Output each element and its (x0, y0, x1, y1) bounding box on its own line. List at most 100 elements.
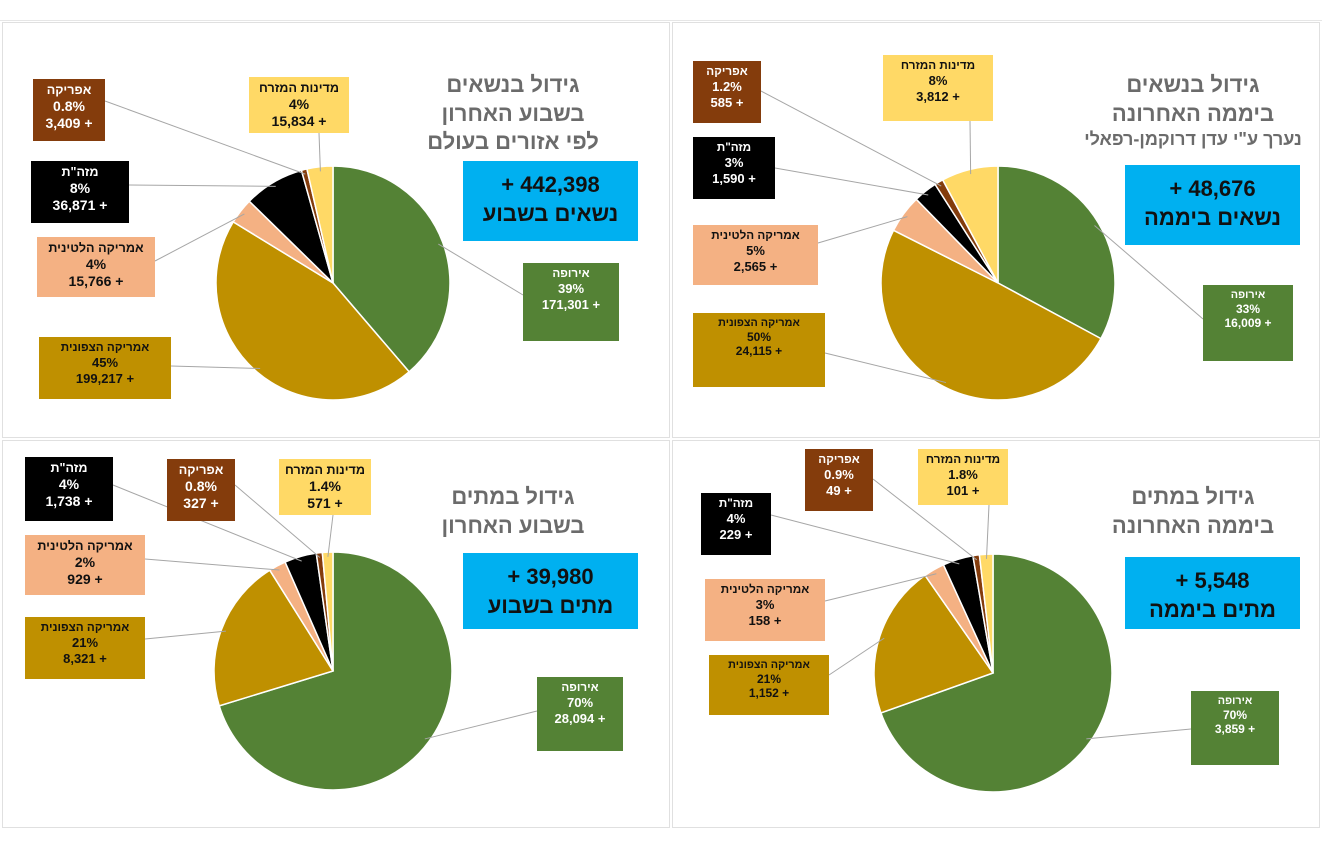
data-label-percent-label: 45% (91, 355, 119, 371)
data-label-name: אפריקה (818, 453, 860, 466)
chart-title-line: בשבוע האחרון (441, 100, 585, 126)
data-label-value-label: + 3,812 (916, 88, 960, 104)
data-label-0: אירופה 33% + 16,009 (1203, 285, 1293, 361)
pie-slice-1 (873, 574, 995, 714)
data-label-name: מזה"ת (718, 497, 754, 510)
data-label-percent-label: 0.9% (824, 467, 854, 483)
data-label-value-label: + 1,738 (45, 492, 93, 509)
data-label-value-label: + 36,871 (52, 196, 108, 213)
data-label-percent-label: 4% (288, 96, 310, 113)
data-label-1: אמריקה הצפונית 50% + 24,115 (693, 313, 825, 387)
data-label-name: אירופה (1230, 289, 1266, 301)
leader-line-1 (824, 352, 947, 384)
pie-slice-1 (215, 220, 411, 401)
leader-line-4 (872, 478, 978, 561)
pie-slice-0 (997, 165, 1116, 340)
data-label-3: מזה"ת 3% + 1,590 (693, 137, 775, 199)
chart-title-line: בשבוע האחרון (441, 512, 585, 538)
data-label-2: אמריקה הלטינית 2% + 929 (25, 535, 145, 595)
data-label-percent-label: 4% (58, 476, 80, 493)
data-label-value-label: + 3,409 (45, 114, 93, 131)
data-label-percent-label: 50% (746, 329, 772, 344)
leader-line-2 (154, 213, 245, 262)
chart-panel-deaths-week: אירופה 70% + 28,094 אמריקה הצפונית 21% + 8,32… (2, 440, 670, 828)
leader-line-3 (770, 514, 960, 565)
data-label-2: אמריקה הלטינית 3% + 158 (705, 579, 825, 641)
data-label-3: מזה"ת 4% + 1,738 (25, 457, 113, 521)
data-label-name: מזה"ת (716, 141, 752, 154)
total-summary-box: 39,980 + מתים בשבוע (463, 553, 638, 629)
data-label-name: מזה"ת (50, 461, 88, 475)
pie-chart-svg (760, 90, 1204, 401)
chart-title: גידול במתים ביממה האחרונה (1073, 483, 1313, 540)
pie-slice-5 (941, 165, 999, 284)
pie-slice-0 (218, 551, 453, 791)
data-label-value-label: + 571 (307, 494, 343, 511)
data-label-3: מזה"ת 4% + 229 (701, 493, 771, 555)
data-label-percent-label: 0.8% (53, 98, 85, 115)
chart-title-line: גידול במתים (1131, 484, 1255, 509)
data-label-0: אירופה 70% + 28,094 (537, 677, 623, 751)
data-label-name: אירופה (552, 267, 590, 280)
pie-chart-svg (104, 100, 524, 401)
leader-line-5 (318, 132, 321, 172)
data-label-value-label: + 16,009 (1224, 316, 1272, 331)
data-label-percent-label: 1.8% (948, 467, 978, 483)
data-label-name: אמריקה הלטינית (720, 583, 810, 596)
total-value: 48,676 + (1169, 176, 1256, 201)
data-label-name: אפריקה (706, 65, 748, 78)
chart-subtitle: נערך ע"י עדן דרוקמן-רפאלי (1084, 129, 1302, 150)
data-label-value-label: + 171,301 (541, 296, 601, 312)
pie-slice-0 (332, 165, 451, 373)
leader-line-5 (985, 504, 990, 559)
chart-panel-cases-week: אירופה 39% + 171,301 אמריקה הצפונית 45% + 199… (2, 22, 670, 438)
data-label-value-label: + 327 (183, 494, 219, 511)
data-label-percent-label: 21% (756, 671, 782, 686)
total-value: 442,398 + (501, 172, 600, 197)
leader-line-4 (760, 90, 942, 187)
data-label-percent-label: 4% (85, 256, 107, 273)
chart-title-line: גידול בנשאים (1126, 72, 1260, 97)
leader-line-3 (112, 484, 302, 562)
data-label-name: אמריקה הצפונית (728, 659, 810, 671)
data-label-value-label: + 15,766 (68, 272, 124, 289)
chart-title-line: גידול במתים (451, 484, 575, 509)
data-label-percent-label: 1.4% (309, 478, 341, 495)
data-label-name: מזה"ת (61, 165, 99, 179)
leader-line-3 (774, 167, 929, 196)
chart-title: גידול בנשאים בשבוע האחרון לפי אזורים בעולם (383, 71, 643, 157)
data-label-value-label: + 101 (946, 482, 980, 498)
data-label-name: אמריקה הצפונית (60, 341, 150, 354)
data-label-percent-label: 5% (746, 243, 765, 259)
data-label-value-label: + 229 (719, 526, 753, 542)
leader-line-1 (828, 637, 885, 676)
data-label-1: אמריקה הצפונית 21% + 1,152 (709, 655, 829, 715)
data-label-percent-label: 3% (724, 155, 744, 171)
data-label-name: אמריקה הלטינית (37, 539, 133, 553)
pie-slice-1 (880, 229, 1102, 401)
data-label-value-label: + 24,115 (735, 344, 783, 359)
data-label-percent-label: 8% (928, 73, 948, 89)
pie-slice-1 (213, 569, 335, 707)
total-label: מתים בשבוע (487, 592, 614, 618)
data-label-percent-label: 0.8% (185, 478, 217, 495)
data-label-value-label: + 158 (748, 612, 782, 628)
data-label-0: אירופה 70% + 3,859 (1191, 691, 1279, 765)
top-divider (0, 20, 1322, 21)
data-label-percent-label: 70% (1222, 707, 1248, 722)
total-value: 5,548 + (1175, 568, 1250, 593)
data-label-3: מזה"ת 8% + 36,871 (31, 161, 129, 223)
chart-title-line: ביממה האחרונה (1111, 512, 1275, 538)
data-label-2: אמריקה הלטינית 5% + 2,565 (693, 225, 818, 285)
leader-line-0 (438, 243, 524, 296)
total-label: נשאים ביממה (1143, 204, 1282, 230)
total-label: נשאים בשבוע (482, 200, 619, 226)
data-label-name: אמריקה הלטינית (711, 229, 800, 242)
data-label-name: אמריקה הלטינית (48, 241, 144, 255)
chart-title-line: גידול בנשאים (446, 72, 580, 97)
data-label-name: אירופה (1217, 695, 1253, 707)
data-label-name: אמריקה הצפונית (40, 621, 130, 634)
total-value: 39,980 + (507, 564, 594, 589)
data-label-value-label: + 1,590 (712, 170, 756, 186)
data-label-value-label: + 585 (710, 94, 744, 110)
